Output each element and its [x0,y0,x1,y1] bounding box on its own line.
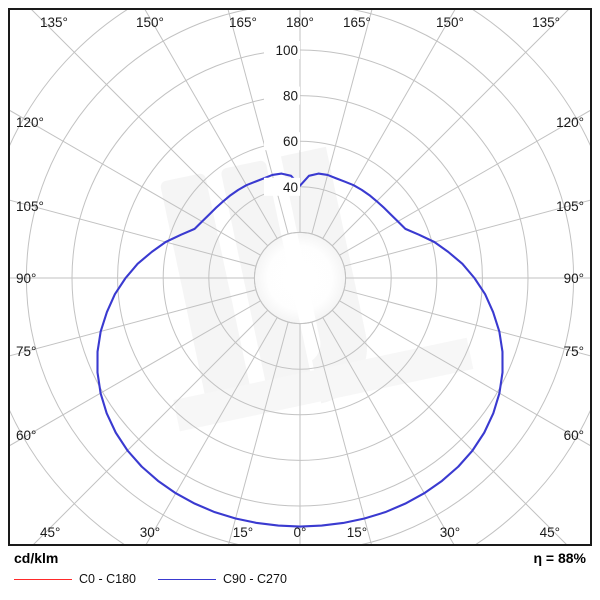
angle-tick-label: 150° [436,15,464,30]
center-circle [253,231,347,325]
legend-item-c0-c180[interactable]: C0 - C180 [14,572,136,586]
grid-spoke [311,9,373,235]
grid-spoke [145,317,278,545]
grid-spoke [227,321,289,545]
angle-tick-label: 165° [343,15,371,30]
angle-tick-label: 105° [556,199,584,214]
chart-footer: cd/klm η = 88% C0 - C180 C90 - C270 [0,548,600,600]
angle-tick-label: 0° [294,525,307,540]
angle-tick-label: 45° [540,525,560,540]
angle-tick-label: 75° [16,344,36,359]
grid-spoke [343,199,591,267]
angle-tick-label: 15° [233,525,253,540]
radial-tick-label: 60 [283,134,298,149]
angle-tick-label: 75° [564,344,584,359]
legend-item-c90-c270[interactable]: C90 - C270 [157,572,287,586]
angle-tick-label: 90° [16,271,36,286]
angle-tick-label: 150° [136,15,164,30]
angle-tick-label: 15° [347,525,367,540]
data-curves [96,172,504,528]
angle-tick-label: 120° [16,115,44,130]
grid-spoke [331,309,568,545]
grid-spoke [339,109,591,256]
legend: C0 - C180 C90 - C270 [14,572,309,586]
unit-label: cd/klm [14,550,59,566]
radial-tick-label: 80 [283,89,298,104]
grid-spoke [32,309,269,545]
grid-spoke [311,321,373,545]
radial-tick-labels: 40 60 80 100 [264,41,300,196]
curve-c90-c270 [96,172,504,528]
angle-tick-label: 60° [16,428,36,443]
legend-label-c90-c270: C90 - C270 [222,572,287,586]
grid-spoke [322,317,455,545]
angle-tick-label: 180° [286,15,314,30]
angle-tick-label: 60° [564,428,584,443]
legend-swatch-c0-c180 [14,578,72,580]
angle-tick-label: 135° [40,15,68,30]
radial-tick-label: 100 [275,43,298,58]
radial-label-halo [264,86,300,105]
angle-tick-label: 30° [140,525,160,540]
center-disc [255,233,345,323]
angle-tick-label: 120° [556,115,584,130]
grid-spoke [9,199,257,267]
grid-spoke [343,289,591,357]
legend-swatch-c90-c270 [157,578,216,580]
radial-label-halo [264,177,300,196]
grid-spoke [227,9,289,235]
plot-border [8,8,592,546]
angle-tick-label: 135° [532,15,560,30]
grid-spoke [9,109,261,256]
legend-label-c0-c180: C0 - C180 [79,572,136,586]
grid-spoke [9,289,257,357]
radial-tick-label: 40 [283,180,298,195]
grid-spoke [9,300,261,447]
angle-tick-label: 105° [16,199,44,214]
angle-tick-label: 165° [229,15,257,30]
angle-tick-label: 30° [440,525,460,540]
angular-tick-labels: 45° 30° 15° 0° 15° 30° 45° 120° 105° 90° 75° 60° 120… [16,15,584,540]
radial-label-halo [264,132,300,151]
efficiency-label: η = 88% [533,550,586,566]
radial-label-halo [264,41,300,59]
angle-tick-label: 45° [40,525,60,540]
angle-tick-label: 90° [564,271,584,286]
grid-spoke [339,300,591,447]
